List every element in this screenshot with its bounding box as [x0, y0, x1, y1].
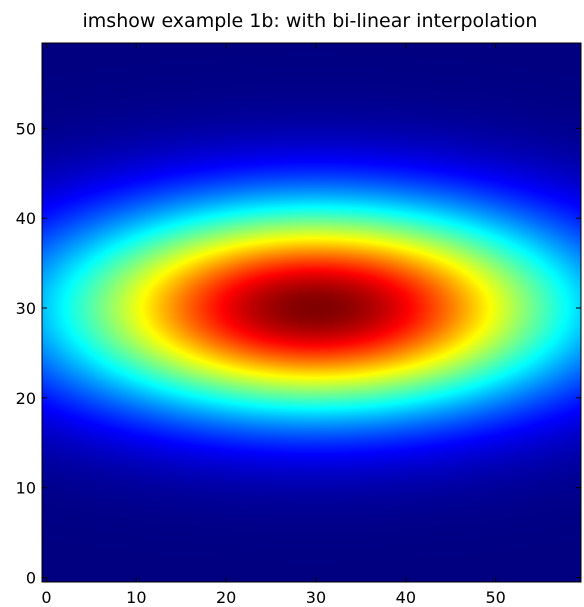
x-tick-label: 20: [216, 588, 236, 607]
x-tick-label: 0: [41, 588, 51, 607]
y-tick-label: 40: [16, 209, 36, 228]
chart-title: imshow example 1b: with bi-linear interp…: [83, 10, 538, 32]
x-tick-label: 10: [126, 588, 146, 607]
y-tick-label: 0: [26, 569, 36, 588]
plot-frame: [41, 42, 582, 583]
y-tick-label: 10: [16, 479, 36, 498]
y-axis: 0 10 20 30 40 50: [16, 119, 581, 588]
x-tick-label: 40: [396, 588, 416, 607]
y-tick-label: 50: [16, 119, 36, 138]
heatmap-image: [42, 43, 581, 582]
plot-area: [41, 42, 582, 583]
y-tick-label: 30: [16, 299, 36, 318]
x-tick-label: 30: [306, 588, 326, 607]
x-axis: 0 10 20 30 40 50: [41, 43, 506, 607]
x-tick-label: 50: [485, 588, 505, 607]
y-tick-label: 20: [16, 389, 36, 408]
